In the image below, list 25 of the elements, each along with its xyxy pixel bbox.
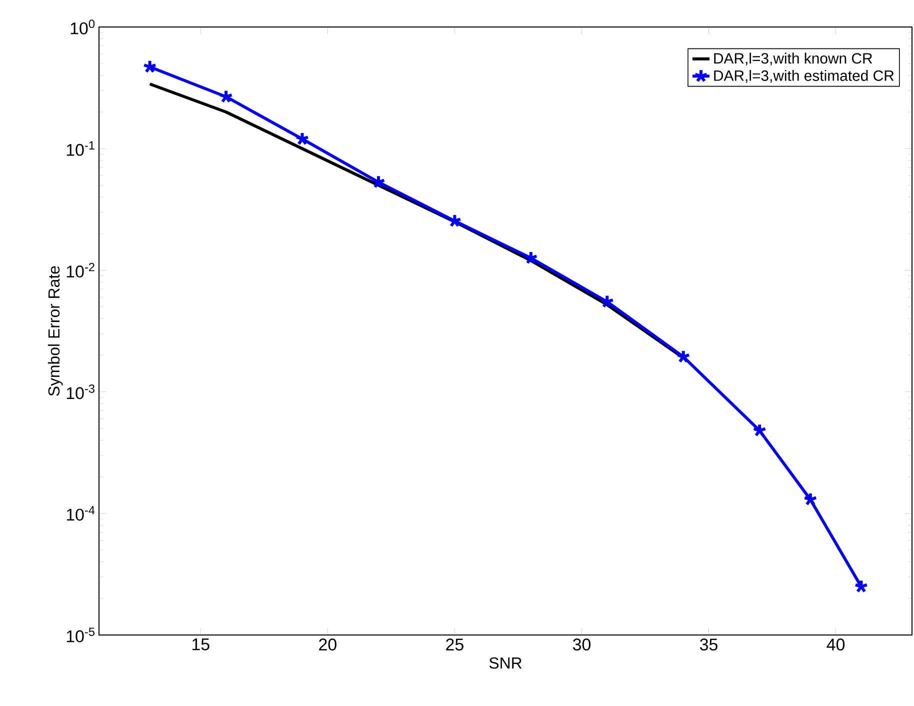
point bbox=[600, 294, 614, 308]
point bbox=[524, 250, 538, 264]
y-tick-label: 10$^{-4}$ bbox=[66, 506, 95, 521]
x-tick-label: 25 bbox=[446, 638, 464, 651]
point bbox=[447, 213, 462, 228]
point bbox=[803, 492, 818, 506]
legend-label: DAR,l=3,with estimated CR bbox=[714, 70, 894, 83]
x-tick-label: 40 bbox=[826, 638, 845, 651]
y-tick-label: 10$^{-1}$ bbox=[66, 141, 94, 156]
x-tick-label: 35 bbox=[700, 638, 718, 651]
point bbox=[218, 89, 234, 104]
y-tick-label: 10$^{-2}$ bbox=[66, 262, 94, 278]
x-tick-label: 30 bbox=[572, 638, 590, 651]
x-tick-label: 20 bbox=[319, 638, 336, 651]
y-tick-label: 10$^{-3}$ bbox=[66, 384, 94, 400]
point bbox=[371, 174, 386, 188]
point bbox=[676, 349, 691, 364]
point bbox=[295, 131, 310, 146]
y-tick-label: 10$^{-5}$ bbox=[66, 628, 94, 642]
x-tick-label: 15 bbox=[192, 638, 210, 650]
y-tick-label: 10$^{0}$ bbox=[70, 20, 95, 34]
point bbox=[752, 423, 767, 437]
x-axis-title: SNR bbox=[489, 657, 522, 669]
y-axis-title: Symbol Error Rate bbox=[48, 266, 63, 396]
legend-label: DAR,l=3,with known CR bbox=[714, 52, 872, 66]
